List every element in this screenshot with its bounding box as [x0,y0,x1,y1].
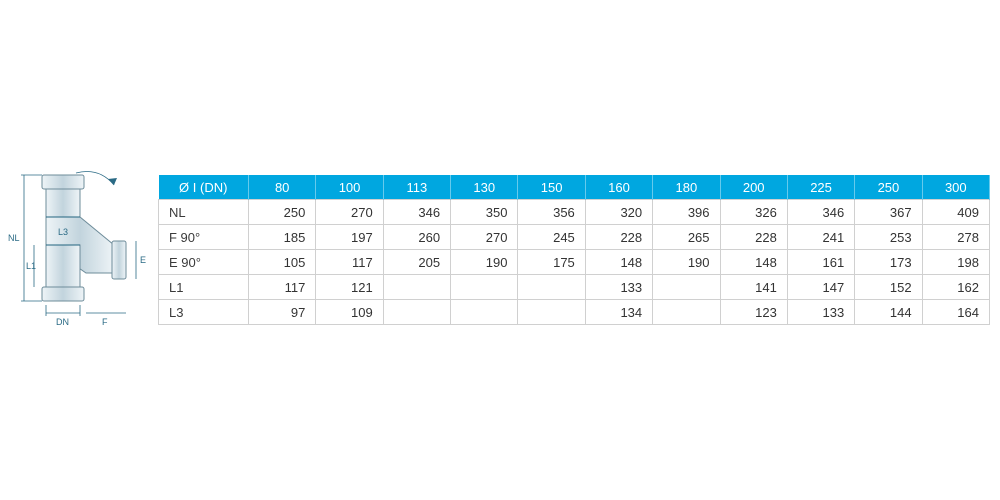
table-cell: 152 [855,275,922,300]
table-cell: 164 [922,300,989,325]
table-cell: 250 [249,200,316,225]
table-cell: 148 [585,250,652,275]
table-cell: 228 [720,225,787,250]
col-header: 200 [720,175,787,200]
technical-diagram: NL L1 L3 DN E F [0,165,158,335]
table-cell: 190 [451,250,518,275]
table-cell: 278 [922,225,989,250]
table-cell: 356 [518,200,585,225]
col-header: 160 [585,175,652,200]
col-header: 225 [787,175,854,200]
col-header: 180 [653,175,720,200]
col-header: 130 [451,175,518,200]
table-cell [518,300,585,325]
table-cell [383,275,450,300]
table-cell: 123 [720,300,787,325]
elbow-pipe-icon: NL L1 L3 DN E F [4,165,154,335]
dim-label-l3: L3 [58,227,68,237]
table-row: F 90°185197260270245228265228241253278 [159,225,990,250]
table-cell: 117 [316,250,383,275]
table-cell: 320 [585,200,652,225]
table-cell: 162 [922,275,989,300]
table-cell: 253 [855,225,922,250]
dim-label-l1: L1 [26,261,36,271]
dim-label-dn: DN [56,317,69,327]
table-cell [451,300,518,325]
col-header: 300 [922,175,989,200]
col-header: 113 [383,175,450,200]
row-label: F 90° [159,225,249,250]
table-cell: 260 [383,225,450,250]
table-cell: 109 [316,300,383,325]
table-cell [451,275,518,300]
table-cell [518,275,585,300]
table-cell: 198 [922,250,989,275]
table-cell [653,275,720,300]
table-cell [383,300,450,325]
table-cell: 350 [451,200,518,225]
table-cell: 133 [787,300,854,325]
table-cell: 133 [585,275,652,300]
dim-label-nl: NL [8,233,20,243]
table-cell: 346 [787,200,854,225]
table-cell: 409 [922,200,989,225]
table-cell: 185 [249,225,316,250]
table-header-row: Ø I (DN) 8010011313015016018020022525030… [159,175,990,200]
table-cell: 173 [855,250,922,275]
table-row: E 90°105117205190175148190148161173198 [159,250,990,275]
header-dn: Ø I (DN) [159,175,249,200]
table-cell: 121 [316,275,383,300]
table-cell: 396 [653,200,720,225]
table-cell: 175 [518,250,585,275]
col-header: 100 [316,175,383,200]
table-cell: 97 [249,300,316,325]
table-cell: 141 [720,275,787,300]
dim-label-f: F [102,317,108,327]
table-cell: 228 [585,225,652,250]
table-cell: 117 [249,275,316,300]
table-row: NL250270346350356320396326346367409 [159,200,990,225]
table-cell: 205 [383,250,450,275]
table-cell: 270 [316,200,383,225]
table-cell: 241 [787,225,854,250]
dim-label-e: E [140,255,146,265]
table-row: L397109 134 123133144164 [159,300,990,325]
table-cell: 270 [451,225,518,250]
table-cell: 245 [518,225,585,250]
table-cell: 346 [383,200,450,225]
col-header: 80 [249,175,316,200]
table-cell: 148 [720,250,787,275]
table-cell: 105 [249,250,316,275]
table-row: L1117121 133 141147152162 [159,275,990,300]
table-cell: 161 [787,250,854,275]
dimensions-table: Ø I (DN) 8010011313015016018020022525030… [158,175,990,326]
col-header: 150 [518,175,585,200]
table-cell: 367 [855,200,922,225]
row-label: NL [159,200,249,225]
row-label: E 90° [159,250,249,275]
table-cell: 265 [653,225,720,250]
table-body: NL250270346350356320396326346367409F 90°… [159,200,990,325]
table-cell: 326 [720,200,787,225]
table-cell: 134 [585,300,652,325]
row-label: L1 [159,275,249,300]
table-cell: 190 [653,250,720,275]
row-label: L3 [159,300,249,325]
table-cell: 147 [787,275,854,300]
col-header: 250 [855,175,922,200]
table-cell: 144 [855,300,922,325]
table-cell [653,300,720,325]
table-cell: 197 [316,225,383,250]
